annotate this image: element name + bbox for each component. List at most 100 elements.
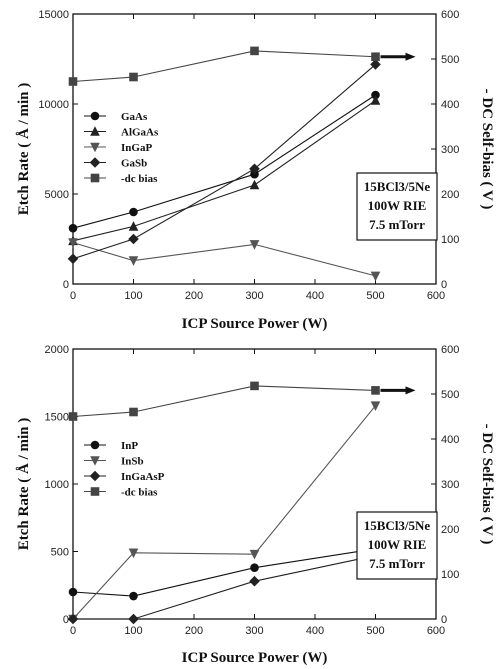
legend-label: -dc bias bbox=[121, 487, 158, 499]
y-tick-label: 500 bbox=[51, 547, 69, 559]
data-point bbox=[67, 613, 79, 625]
data-point bbox=[68, 412, 78, 421]
y2-tick-label: 400 bbox=[441, 434, 459, 446]
y2-tick-label: 200 bbox=[441, 524, 459, 536]
y2-tick-label: 400 bbox=[441, 99, 459, 111]
y-tick-label: 2000 bbox=[45, 344, 69, 356]
x-tick-label: 200 bbox=[185, 625, 203, 637]
data-point bbox=[129, 72, 138, 82]
legend-label: AlGaAs bbox=[121, 127, 159, 139]
y2-tick-label: 500 bbox=[441, 54, 459, 66]
data-point bbox=[249, 163, 260, 175]
data-point bbox=[370, 95, 381, 105]
y2-tick-label: 600 bbox=[441, 9, 459, 21]
legend-label: GaSb bbox=[121, 158, 147, 170]
data-point bbox=[68, 223, 78, 233]
data-point bbox=[249, 179, 260, 190]
chart-panel-1: 0 100 200 300 400 500 600050001000015000010020… bbox=[16, 9, 495, 332]
data-point bbox=[371, 52, 380, 62]
y2-axis-label: - DC Self-bias ( V ) bbox=[479, 89, 495, 210]
data-point bbox=[68, 238, 78, 248]
series-line-2 bbox=[72, 405, 376, 620]
x-tick-label: 300 bbox=[245, 290, 263, 302]
x-tick-label: 300 bbox=[245, 625, 263, 637]
y-tick-label: 10000 bbox=[38, 99, 69, 111]
condition-box: 15BCl3/5Ne 100W RIE 7.5 mTorr bbox=[356, 172, 438, 241]
legend-label: GaAs bbox=[121, 111, 148, 123]
condition-box-frame bbox=[356, 511, 438, 580]
data-point bbox=[129, 591, 138, 601]
data-point bbox=[371, 386, 380, 395]
y-tick-label: 1000 bbox=[45, 479, 69, 491]
legend-label: InGaAsP bbox=[121, 471, 165, 483]
legend-label: -dc bias bbox=[121, 173, 158, 185]
condition-text: 7.5 mTorr bbox=[369, 217, 425, 232]
y2-tick-label: 100 bbox=[441, 234, 459, 246]
series-line-2 bbox=[72, 99, 376, 242]
condition-box-frame bbox=[356, 172, 438, 241]
data-point bbox=[67, 253, 79, 265]
data-point bbox=[250, 563, 259, 572]
data-point bbox=[371, 90, 380, 100]
legend-marker bbox=[90, 456, 100, 466]
x-tick-label: 0 bbox=[70, 290, 76, 302]
data-point bbox=[250, 381, 259, 391]
legend-marker bbox=[89, 470, 101, 482]
x-tick-label: 100 bbox=[124, 290, 142, 302]
condition-box: 15BCl3/5Ne 100W RIE 7.5 mTorr bbox=[356, 511, 438, 580]
condition-text: 100W RIE bbox=[368, 537, 427, 552]
series-line-3 bbox=[73, 555, 376, 620]
data-point bbox=[128, 221, 139, 231]
legend-marker bbox=[90, 126, 100, 136]
data-point bbox=[129, 207, 138, 217]
chart-panel-2: 0 100 200 300 400 500 600050010001500200001002… bbox=[16, 344, 495, 666]
data-point bbox=[68, 77, 78, 86]
data-point bbox=[68, 587, 78, 597]
y2-tick-label: 300 bbox=[441, 479, 459, 491]
legend: InP InSb InGaAsP -dc bias bbox=[84, 440, 165, 499]
y-tick-label: 0 bbox=[63, 614, 69, 626]
legend-label: InP bbox=[121, 440, 138, 452]
legend-marker bbox=[90, 440, 100, 450]
data-point bbox=[370, 271, 381, 282]
condition-text: 7.5 mTorr bbox=[369, 556, 425, 571]
x-tick-label: 600 bbox=[427, 290, 445, 302]
series-line-4 bbox=[72, 63, 376, 260]
legend-marker bbox=[90, 173, 100, 183]
x-tick-label: 100 bbox=[124, 625, 142, 637]
x-axis-label: ICP Source Power (W) bbox=[182, 316, 328, 332]
series-line-1 bbox=[72, 94, 376, 229]
data-point bbox=[249, 240, 260, 250]
condition-text: 100W RIE bbox=[368, 198, 427, 213]
legend-label: InGaP bbox=[121, 142, 152, 154]
data-point bbox=[129, 407, 138, 417]
legend-marker bbox=[90, 111, 100, 121]
x-tick-label: 400 bbox=[306, 290, 324, 302]
y2-tick-label: 200 bbox=[441, 189, 459, 201]
y2-tick-label: 500 bbox=[441, 389, 459, 401]
y2-tick-label: 100 bbox=[441, 569, 459, 581]
y-tick-label: 15000 bbox=[38, 9, 69, 21]
y2-axis-label: - DC Self-bias ( V ) bbox=[479, 424, 495, 545]
x-tick-label: 0 bbox=[70, 625, 76, 637]
data-point bbox=[249, 575, 260, 587]
data-point bbox=[128, 548, 139, 559]
y-tick-label: 0 bbox=[63, 279, 69, 291]
y-tick-label: 5000 bbox=[45, 189, 69, 201]
y2-tick-label: 600 bbox=[441, 344, 459, 356]
series-line-3 bbox=[72, 242, 376, 277]
data-point bbox=[128, 233, 139, 245]
right-axis-arrowhead bbox=[405, 52, 416, 61]
y2-tick-label: 0 bbox=[441, 614, 447, 626]
condition-text: 15BCl3/5Ne bbox=[364, 179, 431, 194]
x-tick-label: 500 bbox=[366, 290, 384, 302]
data-point bbox=[250, 46, 259, 56]
x-axis-label: ICP Source Power (W) bbox=[182, 650, 328, 666]
x-tick-label: 500 bbox=[366, 625, 384, 637]
legend-marker bbox=[89, 157, 101, 168]
data-point bbox=[370, 59, 381, 70]
legend-marker bbox=[90, 487, 100, 496]
data-point bbox=[249, 549, 260, 560]
y-axis-label: Etch Rate ( Å / min ) bbox=[16, 418, 32, 550]
